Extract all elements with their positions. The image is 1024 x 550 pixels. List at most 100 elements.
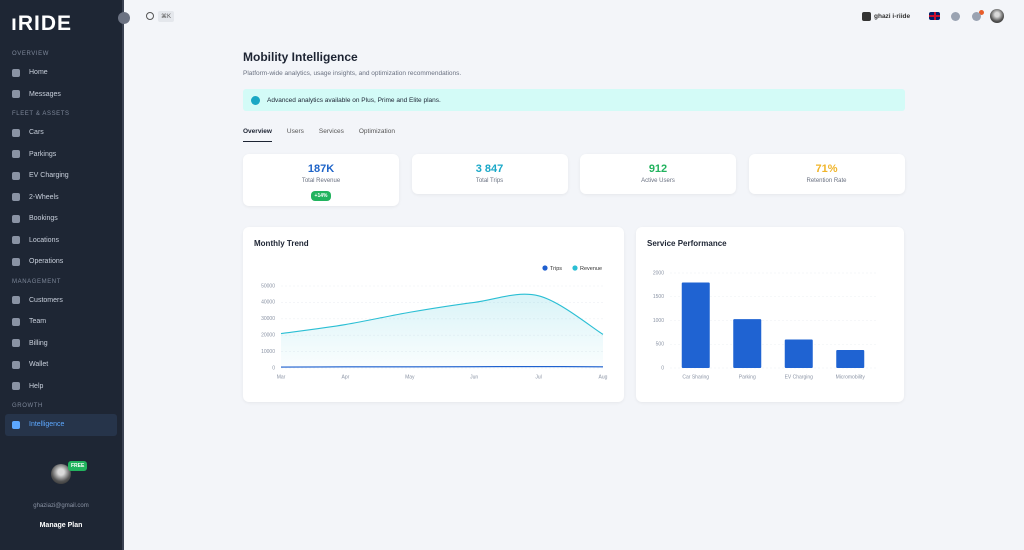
nav-label: Wallet (29, 361, 49, 369)
nav-section: GROWTH Intelligence (0, 399, 122, 436)
legend-label: Revenue (580, 266, 602, 272)
bar (836, 349, 865, 368)
kpi-card: 3 847 Total Trips (411, 154, 568, 194)
nav-item[interactable]: Wallet (0, 354, 117, 376)
nav-item[interactable]: 2-Wheels (0, 187, 117, 209)
bar-chart: Service Performance 0 500 1000 1500 2000 Car S… (647, 239, 876, 380)
nav-label: Locations (29, 236, 59, 244)
section-title: GROWTH (12, 403, 43, 409)
topbar: ⌘K ghazi i-riide (118, 0, 1024, 34)
nav-item[interactable]: Parkings (0, 144, 117, 166)
plan-badge: FREE (68, 461, 88, 471)
x-tick-label: Parking (739, 374, 756, 380)
y-tick-label: 30000 (261, 316, 275, 322)
section-title: MANAGEMENT (12, 278, 62, 285)
kpi-card: 71% Retention Rate (748, 154, 905, 194)
y-tick-label: 2000 (653, 270, 664, 276)
section-title: OVERVIEW (12, 51, 50, 57)
x-tick-label: Jul (535, 374, 541, 380)
nav-label: EV Charging (29, 172, 69, 180)
tab[interactable]: Overview (243, 128, 272, 142)
nav-item[interactable]: Cars (0, 122, 117, 144)
settings[interactable] (972, 12, 981, 21)
notifications[interactable] (951, 12, 960, 21)
nav-icon (12, 236, 20, 245)
tabs: Overview Users Services Optimization (243, 128, 395, 142)
nav-icon (12, 128, 20, 137)
info-banner: Advanced analytics available on Plus, Pr… (243, 89, 905, 111)
nav-label: Messages (29, 90, 61, 98)
nav-section: OVERVIEW Home Messages (0, 47, 122, 105)
nav-item[interactable]: Home (0, 62, 117, 84)
nav-item[interactable]: Team (0, 311, 117, 333)
legend-dot (572, 265, 578, 271)
kpi-change: +14% (310, 191, 332, 201)
nav-icon (12, 317, 20, 326)
line-card: Monthly Trend 0 10000 20000 30000 40000 50000 M… (243, 227, 624, 402)
info-icon (251, 95, 260, 105)
collapse-button[interactable] (118, 12, 130, 24)
nav-label: Team (29, 318, 47, 326)
x-tick-label: Jun (470, 374, 478, 380)
kpi-card: 912 Active Users (580, 154, 736, 194)
nav-icon (12, 150, 20, 159)
x-tick-label: Car Sharing (682, 374, 709, 380)
search-shortcut[interactable]: ⌘K (158, 11, 175, 22)
bar (733, 319, 762, 368)
x-tick-label: Aug (599, 374, 608, 380)
search-icon[interactable] (146, 12, 154, 20)
kpi-label: Total Revenue (301, 178, 341, 184)
nav-label: Intelligence (29, 421, 65, 429)
x-tick-label: Apr (342, 374, 350, 380)
chart-title: Service Performance (647, 239, 727, 248)
nav-section: FLEET & ASSETS Cars Parkings EV Charging 2-W… (0, 107, 122, 273)
tab[interactable]: Optimization (358, 128, 395, 135)
kpi-card: 187K Total Revenue +14% (243, 154, 399, 206)
nav-icon (12, 382, 20, 391)
x-tick-label: Mar (277, 374, 286, 380)
nav-label: Home (29, 69, 48, 77)
line-chart: Monthly Trend 0 10000 20000 30000 40000 50000 M… (254, 239, 608, 380)
x-tick-label: EV Charging (785, 374, 814, 380)
manage-plan[interactable]: Manage Plan (39, 522, 83, 529)
x-tick-label: Micromobility (836, 374, 866, 380)
nav-icon (12, 90, 20, 99)
logo[interactable]: ıRIDE (11, 12, 73, 35)
nav-item[interactable]: EV Charging (0, 165, 117, 187)
kpi-label: Retention Rate (806, 178, 847, 184)
user-avatar[interactable] (990, 9, 1004, 23)
y-tick-label: 10000 (261, 349, 275, 355)
language-flag[interactable] (929, 12, 940, 20)
nav-item[interactable]: Intelligence (5, 414, 117, 436)
nav-icon (12, 360, 20, 369)
nav-label: Bookings (29, 215, 58, 223)
company-icon (862, 12, 871, 21)
nav-item[interactable]: Operations (0, 251, 117, 273)
nav-item[interactable]: Help (0, 376, 117, 398)
nav-item[interactable]: Messages (0, 84, 117, 106)
nav-item[interactable]: Locations (0, 230, 117, 252)
nav-item[interactable]: Billing (0, 333, 117, 355)
tab[interactable]: Services (318, 128, 344, 135)
nav-item[interactable]: Bookings (0, 208, 117, 230)
tab[interactable]: Users (286, 128, 304, 135)
section-title: FLEET & ASSETS (12, 111, 70, 117)
kpi-value: 71% (815, 163, 838, 175)
y-tick-label: 1000 (653, 318, 664, 324)
nav-label: Cars (29, 129, 44, 137)
y-tick-label: 500 (656, 342, 665, 348)
user-name[interactable]: ghazi i-riide (874, 13, 911, 20)
page-title: Mobility Intelligence (243, 50, 358, 64)
y-tick-label: 1500 (653, 294, 664, 300)
kpi-value: 3 847 (475, 163, 504, 175)
profile-avatar[interactable] (51, 464, 71, 484)
legend-label: Trips (550, 266, 562, 272)
area-fill (281, 294, 603, 368)
chart-title: Monthly Trend (254, 239, 309, 248)
nav: OVERVIEW Home Messages FLEET & ASSETS Cars Pa… (0, 47, 122, 436)
banner-text: Advanced analytics available on Plus, Pr… (267, 96, 441, 104)
nav-item[interactable]: Customers (0, 290, 117, 312)
nav-icon (12, 296, 20, 305)
